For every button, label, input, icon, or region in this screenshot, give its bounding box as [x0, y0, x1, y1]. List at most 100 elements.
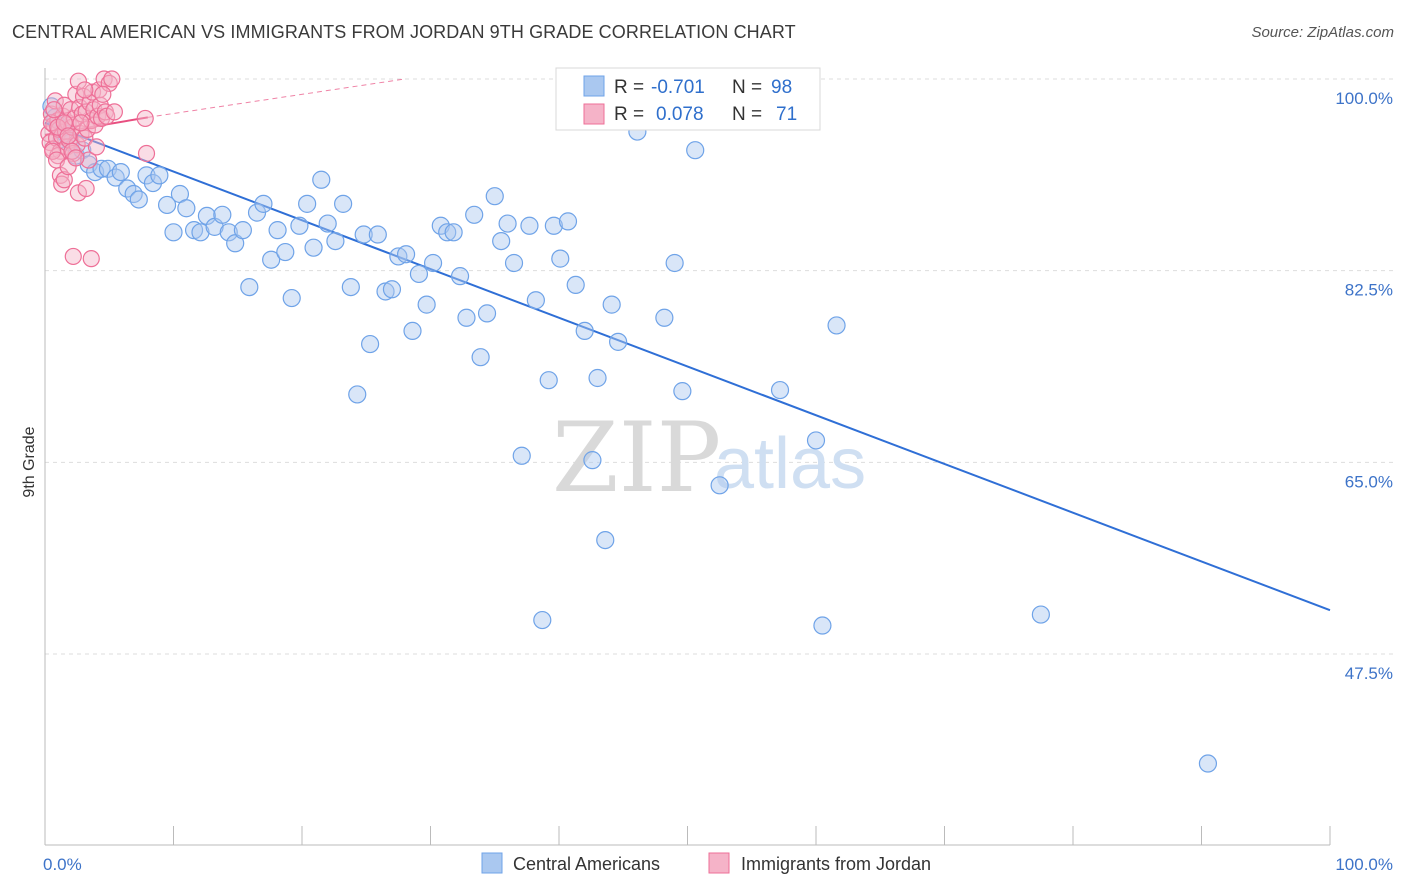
data-point-central-american	[602, 295, 621, 314]
data-point-central-american	[282, 288, 301, 308]
points-layer	[40, 70, 1218, 773]
data-point-central-american	[150, 166, 169, 185]
data-point-central-american	[526, 291, 545, 310]
data-point-jordan-immigrant	[77, 179, 95, 198]
stats-blue-n-label: N =	[732, 77, 762, 98]
stats-blue-r-label: R =	[614, 77, 644, 98]
data-point-central-american	[157, 195, 177, 215]
data-point-central-american	[575, 321, 594, 341]
data-point-central-american	[566, 275, 585, 295]
data-point-central-american	[129, 190, 148, 209]
data-point-jordan-immigrant	[72, 114, 90, 132]
data-point-central-american	[268, 221, 287, 240]
data-point-central-american	[92, 159, 111, 178]
data-point-central-american	[304, 238, 323, 257]
legend-pink-swatch	[708, 852, 730, 874]
data-point-central-american	[465, 205, 484, 224]
data-point-central-american	[558, 212, 578, 231]
data-point-central-american	[318, 214, 337, 233]
data-point-central-american	[504, 253, 524, 273]
x-tick-label: 0.0%	[43, 855, 82, 874]
data-point-central-american	[498, 214, 517, 233]
data-point-jordan-immigrant	[87, 138, 106, 156]
axes-layer	[44, 68, 1331, 846]
data-point-central-american	[213, 205, 232, 224]
data-point-central-american	[471, 348, 490, 367]
data-point-central-american	[520, 216, 539, 235]
data-point-central-american	[368, 225, 387, 244]
stats-blue-n-value: 98	[771, 77, 792, 98]
data-point-central-american	[254, 194, 273, 213]
data-point-jordan-immigrant	[94, 85, 112, 103]
data-point-central-american	[827, 316, 846, 335]
y-tick-label: 47.5%	[1345, 664, 1393, 683]
data-point-central-american	[438, 223, 457, 242]
data-point-central-american	[686, 141, 705, 160]
data-point-jordan-immigrant	[67, 149, 85, 167]
data-point-central-american	[512, 446, 531, 465]
data-point-central-american	[326, 231, 345, 251]
data-point-central-american	[361, 334, 380, 354]
data-point-jordan-immigrant	[46, 92, 64, 110]
data-point-jordan-immigrant	[105, 103, 123, 121]
data-point-jordan-immigrant	[44, 142, 62, 160]
data-point-jordan-immigrant	[55, 114, 73, 132]
data-point-central-american	[276, 242, 295, 262]
data-point-central-american	[588, 368, 607, 388]
legend: Central Americans Immigrants from Jordan	[481, 852, 931, 874]
data-point-central-american	[655, 308, 674, 327]
data-point-jordan-immigrant	[137, 144, 156, 163]
data-point-central-american	[354, 225, 373, 244]
legend-pink-label: Immigrants from Jordan	[741, 854, 931, 874]
stats-pink-swatch	[583, 103, 605, 125]
watermark-atlas: atlas	[714, 424, 866, 504]
data-point-central-american	[312, 170, 331, 189]
data-point-central-american	[673, 382, 692, 401]
data-point-jordan-immigrant	[80, 151, 98, 169]
grid-layer	[45, 78, 1393, 655]
data-point-central-american	[457, 308, 476, 327]
data-point-central-american	[191, 223, 210, 242]
data-point-central-american	[710, 476, 729, 495]
data-point-central-american	[533, 610, 552, 630]
data-point-central-american	[485, 187, 504, 206]
data-point-central-american	[111, 162, 130, 182]
data-point-central-american	[334, 194, 353, 213]
chart-title: CENTRAL AMERICAN VS IMMIGRANTS FROM JORD…	[12, 22, 796, 42]
watermark-zip: ZIP	[552, 402, 721, 514]
data-point-central-american	[665, 253, 684, 273]
stats-box: R = -0.701 N = 98 R = 0.078 N = 71	[555, 67, 821, 131]
y-tick-label: 82.5%	[1345, 281, 1393, 300]
y-tick-label: 100.0%	[1335, 89, 1393, 108]
data-point-central-american	[298, 194, 317, 213]
stats-blue-swatch	[583, 75, 605, 97]
data-point-central-american	[444, 223, 463, 242]
data-point-central-american	[262, 250, 281, 269]
stats-pink-r-value: 0.078	[656, 104, 704, 125]
data-point-central-american	[233, 221, 252, 240]
chart-source: Source: ZipAtlas.com	[1251, 24, 1394, 41]
data-point-central-american	[539, 371, 558, 390]
data-point-central-american	[177, 199, 196, 218]
data-point-central-american	[403, 321, 422, 341]
data-point-central-american	[396, 245, 416, 264]
data-point-central-american	[417, 295, 436, 314]
stats-pink-r-label: R =	[614, 104, 644, 125]
data-point-jordan-immigrant	[82, 250, 100, 268]
data-point-central-american	[596, 530, 615, 550]
data-point-central-american	[806, 431, 826, 450]
data-point-central-american	[544, 216, 563, 235]
data-point-central-american	[423, 253, 443, 273]
data-point-jordan-immigrant	[76, 81, 94, 99]
data-point-central-american	[609, 332, 628, 351]
data-point-central-american	[450, 267, 470, 286]
data-point-central-american	[813, 616, 832, 635]
trendline-jordan-extension	[147, 78, 405, 118]
legend-blue-swatch	[481, 852, 503, 874]
data-point-jordan-immigrant	[59, 127, 77, 145]
data-point-central-american	[1031, 605, 1050, 624]
data-point-jordan-immigrant	[136, 109, 154, 128]
data-point-central-american	[382, 280, 402, 299]
data-point-central-american	[583, 451, 602, 470]
